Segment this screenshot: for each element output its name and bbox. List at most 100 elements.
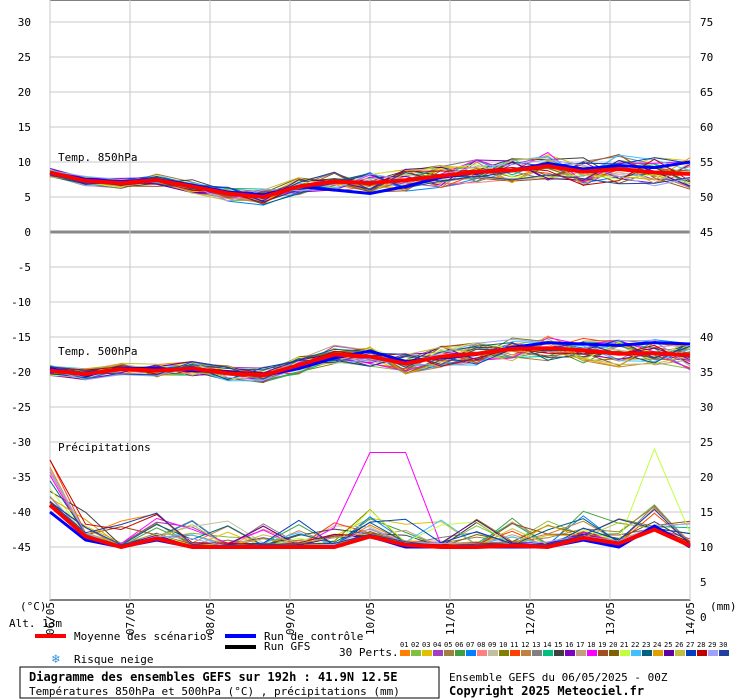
left-tick-label: -40 [11,506,31,519]
section-label-t850: Temp. 850hPa [58,151,137,164]
member-line-t850 [49,154,691,200]
pert-number: 02 [411,641,419,649]
pert-color-swatch [455,650,465,656]
pert-color-swatch [587,650,597,656]
mean-line-temp850 [49,164,691,200]
date-label: 12/05 [524,602,537,635]
pert-color-swatch [631,650,641,656]
member-line-precip [49,466,691,548]
right-tick-label: 30 [700,401,713,414]
date-label: 13/05 [604,602,617,635]
pert-color-swatch [521,650,531,656]
right-axis-unit: (mm) [710,600,737,613]
pert-color-swatch [488,650,498,656]
pert-color-swatch [433,650,443,656]
left-tick-label: -5 [18,261,31,274]
pert-color-swatch [576,650,586,656]
pert-number: 28 [697,641,705,649]
pert-number: 09 [488,641,496,649]
right-tick-label: 5 [700,576,707,589]
left-tick-label: 5 [24,191,31,204]
mean-line-precip [48,503,691,550]
pert-number: 30 [719,641,727,649]
snowflake-icon: ❄ [51,652,60,667]
pert-color-swatch [565,650,575,656]
pert-color-swatch [664,650,674,656]
pert-number: 06 [455,641,463,649]
pert-number: 17 [576,641,584,649]
pert-number: 12 [521,641,529,649]
pert-number: 11 [510,641,518,649]
legend-control-label: Run de contrôle [264,630,363,643]
date-label: 09/05 [284,602,297,635]
right-tick-label: 25 [700,436,713,449]
pert-color-swatch [708,650,718,656]
altitude-label: Alt. 13m [9,617,62,630]
pert-number: 13 [532,641,540,649]
left-tick-label: -15 [11,331,31,344]
legend-perts-label: 30 Perts. [339,646,399,659]
axis-labels: 302520151050-5-10-15-20-25-30-35-40-4575… [9,16,737,635]
right-tick-label: 35 [700,366,713,379]
date-label: 08/05 [204,602,217,635]
chart-series [48,151,691,550]
right-tick-label: 10 [700,541,713,554]
legend-gfs-label: Run GFS [264,640,310,653]
member-line-precip [49,501,691,547]
pert-color-swatch [697,650,707,656]
pert-color-swatch [675,650,685,656]
member-line-t850 [49,159,691,195]
right-tick-label: 55 [700,156,713,169]
pert-number: 23 [642,641,650,649]
pert-color-swatch [444,650,454,656]
left-tick-label: 25 [18,51,31,64]
pert-color-swatch [499,650,509,656]
pert-color-swatch [554,650,564,656]
pert-number: 10 [499,641,507,649]
legend-mean-label: Moyenne des scénarios [74,630,213,643]
footer-title: Diagramme des ensembles GEFS sur 192h : … [29,670,397,684]
left-tick-label: -30 [11,436,31,449]
pert-number: 16 [565,641,573,649]
right-tick-label: 75 [700,16,713,29]
pert-color-swatch [642,650,652,656]
date-label: 07/05 [124,602,137,635]
pert-number: 26 [675,641,683,649]
left-tick-label: -35 [11,471,31,484]
pert-number: 03 [422,641,430,649]
left-tick-label: 10 [18,156,31,169]
pert-color-swatch [543,650,553,656]
left-tick-label: -20 [11,366,31,379]
right-tick-label: 60 [700,121,713,134]
member-line-t500 [49,341,691,380]
right-tick-label: 15 [700,506,713,519]
left-tick-label: -25 [11,401,31,414]
date-label: 14/05 [684,602,697,635]
pert-number: 21 [620,641,628,649]
member-line-t850 [49,159,691,202]
right-tick-label: 0 [700,611,707,624]
right-tick-label: 70 [700,51,713,64]
pert-number: 07 [466,641,474,649]
legend-snow-label: Risque neige [74,653,153,666]
date-label: 11/05 [444,602,457,635]
left-tick-label: -45 [11,541,31,554]
date-label: 06/05 [44,602,57,635]
footer-copyright: Copyright 2025 Meteociel.fr [449,684,644,698]
pert-color-swatch [422,650,432,656]
pert-number: 24 [653,641,661,649]
member-line-precip [49,452,691,548]
right-tick-label: 45 [700,226,713,239]
left-axis-unit: (°C) [20,600,47,613]
left-tick-label: 30 [18,16,31,29]
left-tick-label: 0 [24,226,31,239]
footer-subtitle: Températures 850hPa et 500hPa (°C) , pré… [29,685,400,698]
right-tick-label: 20 [700,471,713,484]
pert-number: 18 [587,641,595,649]
legend: Moyenne des scénarios Run de contrôleRun … [35,630,729,667]
pert-color-swatch [510,650,520,656]
pert-number: 20 [609,641,617,649]
pert-color-swatch [532,650,542,656]
member-line-t500 [49,338,691,381]
